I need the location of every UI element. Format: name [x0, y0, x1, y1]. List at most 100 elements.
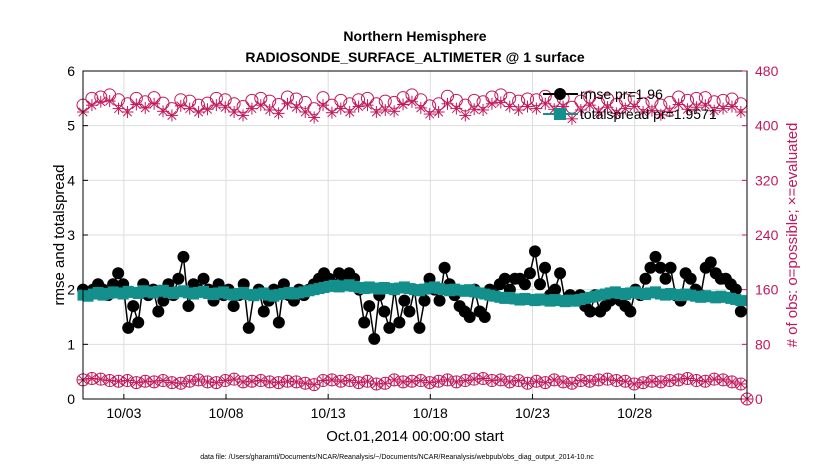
obs-evaluated-marker — [610, 374, 623, 387]
rmse-point — [152, 305, 165, 318]
obs-evaluated-marker — [165, 109, 178, 122]
obs-evaluated-marker — [343, 106, 356, 118]
obs-evaluated-marker — [103, 374, 116, 387]
obs-evaluated-marker — [85, 372, 98, 385]
rmse-point — [539, 261, 552, 274]
obs-evaluated-marker — [725, 100, 738, 113]
rmse-point — [177, 250, 190, 263]
obs-evaluated-marker — [290, 101, 303, 114]
y-tick-label-right: 0 — [755, 391, 763, 407]
obs-evaluated-marker — [521, 377, 534, 390]
obs-evaluated-marker — [423, 376, 436, 389]
rmse-point — [533, 278, 546, 291]
spread-point — [735, 295, 747, 307]
obs-evaluated-marker — [690, 374, 703, 387]
obs-evaluated-marker — [450, 375, 463, 388]
obs-evaluated-marker — [361, 375, 374, 388]
rmse-point — [197, 272, 210, 285]
x-tick-label: 10/03 — [106, 405, 141, 421]
chart-title-line2: RADIOSONDE_SURFACE_ALTIMETER @ 1 surface — [245, 49, 585, 65]
obs-evaluated-marker — [388, 373, 401, 386]
obs-evaluated-marker — [148, 97, 161, 110]
obs-evaluated-marker — [317, 99, 330, 112]
obs-evaluated-marker — [94, 373, 107, 386]
rmse-point — [649, 250, 662, 263]
obs-evaluated-marker — [414, 101, 427, 114]
obs-evaluated-marker — [254, 374, 267, 387]
rmse-point — [368, 332, 381, 345]
obs-evaluated-marker — [432, 106, 445, 118]
rmse-point — [358, 316, 371, 329]
y-axis-label-right: # of obs: o=possible; ×=evaluated — [784, 123, 801, 348]
obs-evaluated-marker — [121, 106, 134, 118]
obs-evaluated-marker — [681, 103, 694, 116]
rmse-point — [272, 316, 285, 329]
x-tick-label: 10/18 — [413, 405, 448, 421]
obs-evaluated-marker — [165, 376, 178, 389]
rmse-point — [393, 316, 406, 329]
obs-evaluated-marker — [601, 101, 614, 114]
obs-evaluated-marker — [681, 372, 694, 385]
obs-evaluated-marker — [192, 106, 205, 118]
obs-evaluated-marker — [192, 373, 205, 386]
obs-evaluated-marker — [219, 374, 232, 387]
obs-evaluated-marker — [494, 96, 507, 109]
legend-rmse-label: rmse pr=1.96 — [580, 86, 663, 102]
obs-evaluated-marker — [157, 374, 170, 387]
obs-evaluated-marker — [334, 102, 347, 115]
obs-evaluated-marker — [512, 103, 525, 116]
obs-evaluated-marker — [237, 375, 250, 388]
obs-evaluated-marker — [725, 375, 738, 388]
obs-evaluated-marker — [139, 375, 152, 388]
obs-evaluated-marker — [717, 373, 730, 386]
obs-evaluated-marker — [405, 375, 418, 388]
obs-evaluated-marker — [512, 374, 525, 387]
x-tick-label: 10/13 — [311, 405, 346, 421]
obs-evaluated-marker — [619, 375, 632, 388]
y-tick-label-right: 240 — [755, 227, 779, 243]
legend-spread-label: totalspread pr=1.9571 — [580, 106, 717, 122]
obs-evaluated-marker — [219, 101, 232, 114]
obs-evaluated-marker — [281, 97, 294, 110]
obs-evaluated-marker — [459, 109, 472, 122]
legend-rmse-marker — [554, 88, 566, 100]
rmse-point — [729, 283, 742, 296]
obs-evaluated-marker — [272, 376, 285, 389]
legend: rmse pr=1.96 totalspread pr=1.9571 — [543, 86, 717, 122]
obs-evaluated-marker — [299, 106, 312, 118]
x-tick-label: 10/23 — [515, 405, 550, 421]
obs-possible-marker — [565, 100, 579, 114]
obs-evaluated-marker — [708, 104, 721, 117]
obs-evaluated-marker — [423, 108, 436, 121]
axes: 10/03 10/08 10/13 10/18 10/23 10/28 0 1 2 3 4 5 6 0 80… — [67, 63, 778, 421]
y-tick-label-right: 480 — [755, 63, 779, 79]
obs-evaluated-marker — [503, 375, 516, 388]
obs-evaluated-marker — [672, 373, 685, 386]
rmse-point — [664, 261, 677, 274]
series-layer — [76, 88, 754, 406]
obs-evaluated-marker — [334, 375, 347, 388]
obs-evaluated-marker — [574, 103, 587, 116]
obs-evaluated-marker — [85, 99, 98, 112]
obs-evaluated-marker — [441, 373, 454, 386]
obs-evaluated-marker — [174, 99, 187, 112]
obs-evaluated-marker — [352, 100, 365, 113]
obs-evaluated-marker — [103, 95, 116, 108]
obs-evaluated-marker — [299, 377, 312, 390]
obs-evaluated-marker — [699, 375, 712, 388]
rmse-point — [734, 305, 747, 318]
obs-evaluated-marker — [148, 375, 161, 388]
obs-evaluated-marker — [450, 102, 463, 115]
obs-evaluated-marker — [228, 373, 241, 386]
obs-evaluated-marker — [263, 103, 276, 116]
rmse-point — [363, 300, 376, 313]
y-tick-label-left: 3 — [67, 227, 75, 243]
obs-evaluated-marker — [690, 101, 703, 114]
y-axis-label-left: rmse and totalspread — [51, 165, 68, 306]
y-tick-label-left: 0 — [67, 391, 75, 407]
obs-evaluated-marker — [210, 99, 223, 112]
obs-evaluated-marker — [325, 106, 338, 119]
y-tick-label-left: 4 — [67, 172, 75, 188]
obs-evaluated-marker — [130, 98, 143, 111]
rmse-point — [398, 294, 411, 307]
